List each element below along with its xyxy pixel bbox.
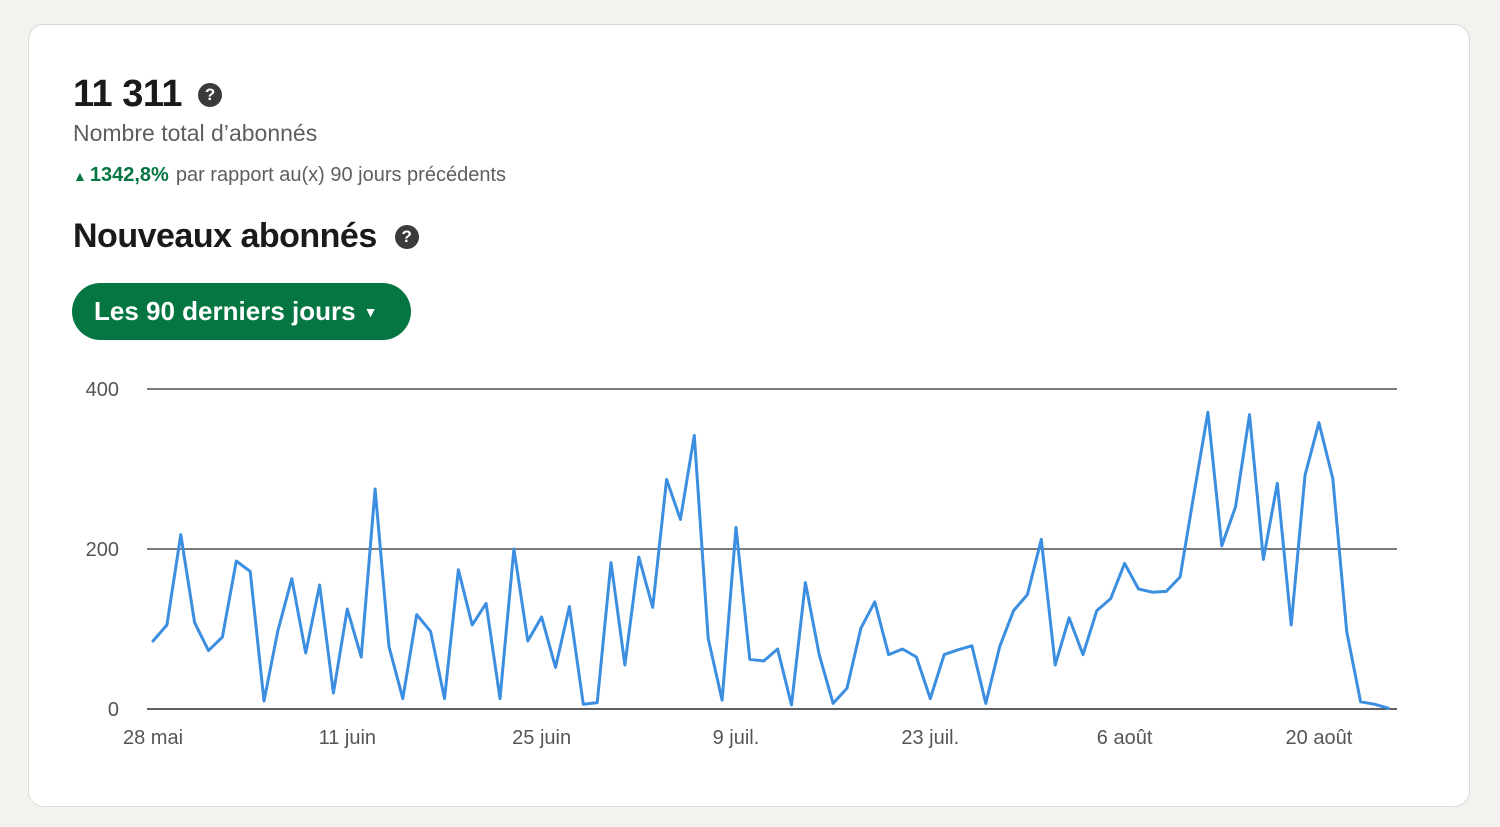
x-tick-label: 20 août [1286, 727, 1353, 749]
date-range-label: Les 90 derniers jours [94, 296, 356, 326]
total-followers-label: Nombre total d’abonnés [73, 120, 318, 146]
total-followers-value: 11 311 [73, 73, 183, 115]
x-tick-label: 11 juin [319, 727, 376, 749]
series-line [151, 410, 1390, 710]
caret-down-icon: ▼ [363, 303, 378, 320]
new-followers-header: Nouveaux abonnés ? [73, 217, 419, 256]
followers-card: 11 311 ? Nombre total d’abonnés ▲ 1342,8… [28, 24, 1470, 807]
x-tick-label: 6 août [1097, 727, 1153, 749]
y-tick-label: 0 [108, 699, 119, 721]
y-tick-label: 200 [86, 539, 119, 561]
x-tick-label: 9 juil. [713, 727, 760, 749]
help-icon[interactable]: ? [394, 224, 419, 249]
date-range-dropdown[interactable]: Les 90 derniers jours ▼ [72, 283, 412, 340]
change-row: ▲ 1342,8% par rapport au(x) 90 jours pré… [73, 164, 506, 187]
change-value: 1342,8% [89, 164, 169, 186]
x-tick-label: 23 juil. [901, 727, 959, 749]
x-tick-label: 25 juin [512, 727, 571, 749]
y-tick-label: 400 [86, 379, 119, 401]
change-text: par rapport au(x) 90 jours précédents [175, 164, 507, 186]
section-title: Nouveaux abonnés [73, 217, 377, 255]
help-icon[interactable]: ? [198, 82, 223, 107]
arrow-up-icon: ▲ [73, 167, 87, 184]
x-tick-label: 28 mai [123, 727, 183, 749]
new-followers-chart: 0 200 400 28 mai 11 juin 25 juin 9 juil. 23 jui… [86, 379, 1397, 749]
total-followers-row: 11 311 ? [73, 73, 223, 116]
